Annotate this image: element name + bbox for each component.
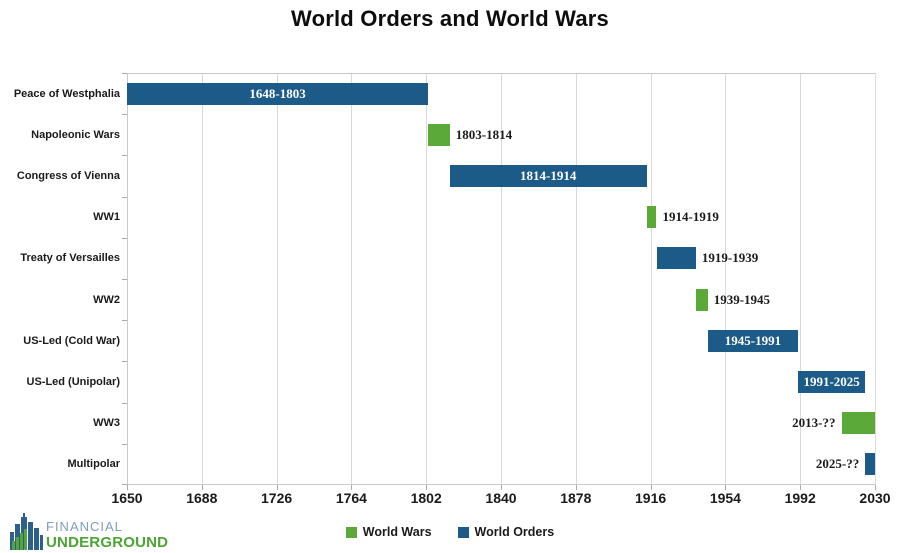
y-tick-mark bbox=[122, 237, 127, 239]
category-label-us-led-unipolar: US-Led (Unipolar) bbox=[26, 375, 121, 388]
category-label-treaty-of-versailles: Treaty of Versailles bbox=[20, 252, 120, 265]
legend-label: World Wars bbox=[362, 525, 432, 539]
y-tick-mark bbox=[122, 155, 127, 157]
legend: World Wars World Orders bbox=[0, 525, 900, 539]
logo-text-financial: FINANCIAL bbox=[46, 519, 123, 534]
chart-title: World Orders and World Wars bbox=[291, 6, 609, 31]
x-tick-label-1840: 1840 bbox=[485, 490, 517, 506]
bar-value-label: 2013-?? bbox=[792, 415, 836, 431]
category-label-multipolar: Multipolar bbox=[67, 458, 120, 471]
y-tick-mark bbox=[122, 196, 127, 198]
gridline-1878 bbox=[575, 73, 577, 485]
gridline-1726 bbox=[276, 73, 278, 485]
bar-value-label: 1939-1945 bbox=[713, 291, 771, 307]
x-tick-mark-1726 bbox=[276, 485, 278, 490]
category-label-congress-of-vienna: Congress of Vienna bbox=[16, 169, 120, 182]
x-tick-mark-1878 bbox=[575, 485, 577, 490]
bar-value-label: 1648-1803 bbox=[249, 85, 306, 101]
x-tick-label-1878: 1878 bbox=[560, 490, 592, 506]
x-tick-mark-1650 bbox=[127, 485, 128, 490]
legend-label: World Orders bbox=[474, 525, 555, 539]
y-tick-mark bbox=[122, 320, 127, 322]
legend-item-world-orders: World Orders bbox=[457, 525, 555, 539]
x-tick-label-1954: 1954 bbox=[709, 490, 741, 506]
legend-swatch-world-orders bbox=[457, 526, 469, 538]
bar-treaty-of-versailles bbox=[656, 247, 696, 270]
plot-border-bottom bbox=[127, 484, 875, 485]
y-tick-mark bbox=[122, 279, 127, 280]
x-tick-mark-1992 bbox=[800, 485, 802, 490]
x-tick-label-1992: 1992 bbox=[784, 490, 816, 506]
category-label-ww1: WW1 bbox=[93, 211, 120, 224]
bar-napoleonic-wars bbox=[428, 123, 450, 146]
bar-us-led-unipolar: 1991-2025 bbox=[798, 371, 866, 393]
category-label-peace-of-westphalia: Peace of Westphalia bbox=[13, 87, 120, 100]
gridline-1954 bbox=[725, 73, 727, 485]
bar-value-label: 1814-1914 bbox=[520, 168, 577, 183]
logo-text-underground: UNDERGROUND bbox=[46, 534, 169, 551]
bar-value-label: 2025-?? bbox=[815, 456, 860, 472]
x-tick-mark-2030 bbox=[875, 485, 876, 490]
bar-value-label: 1919-1939 bbox=[701, 250, 759, 266]
y-tick-mark bbox=[122, 73, 127, 74]
x-tick-label-1650: 1650 bbox=[111, 490, 143, 506]
x-tick-label-2030: 2030 bbox=[859, 490, 891, 506]
category-label-us-led-cold-war: US-Led (Cold War) bbox=[23, 334, 120, 347]
bar-congress-of-vienna: 1814-1914 bbox=[449, 165, 647, 187]
x-tick-label-1688: 1688 bbox=[186, 490, 218, 506]
x-axis: 1650 1688 1726 1764 1802 1840 1878 1916 1954 1992… bbox=[111, 485, 891, 507]
logo: FINANCIAL UNDERGROUND bbox=[10, 513, 168, 550]
gridline-1802 bbox=[426, 73, 428, 485]
x-tick-mark-1688 bbox=[201, 485, 203, 490]
plot-border-top bbox=[127, 73, 875, 74]
bar-value-label: 1803-1814 bbox=[455, 126, 513, 142]
category-axis: Peace of Westphalia Napoleonic Wars Congre… bbox=[0, 73, 120, 485]
bar-us-led-cold-war: 1945-1991 bbox=[707, 329, 799, 352]
bar-ww1 bbox=[646, 206, 657, 229]
y-tick-mark bbox=[122, 484, 127, 485]
x-tick-mark-1802 bbox=[426, 485, 428, 490]
bar-value-label: 1945-1991 bbox=[724, 332, 782, 348]
y-tick-mark bbox=[122, 114, 127, 116]
x-tick-label-1916: 1916 bbox=[635, 490, 667, 506]
bar-multipolar bbox=[865, 453, 875, 476]
x-tick-mark-1840 bbox=[501, 485, 502, 490]
category-label-ww2: WW2 bbox=[93, 293, 120, 306]
gridline-2030 bbox=[875, 73, 876, 485]
city-skyline-icon bbox=[10, 513, 43, 550]
gridline-1992 bbox=[800, 73, 802, 485]
category-label-napoleonic-wars: Napoleonic Wars bbox=[31, 128, 120, 141]
y-tick-mark bbox=[122, 402, 127, 404]
plot-border-left bbox=[127, 73, 128, 485]
bar-peace-of-westphalia: 1648-1803 bbox=[127, 82, 429, 105]
legend-item-world-wars: World Wars bbox=[345, 525, 432, 539]
x-tick-mark-1954 bbox=[725, 485, 727, 490]
legend-swatch-world-wars bbox=[345, 526, 357, 538]
gridline-1688 bbox=[201, 73, 203, 485]
bar-ww2 bbox=[695, 288, 708, 311]
gridline-1840 bbox=[501, 73, 502, 485]
bar-ww3 bbox=[841, 412, 875, 435]
gridline-1916 bbox=[650, 73, 652, 485]
bar-value-label: 1914-1919 bbox=[662, 209, 719, 225]
x-tick-label-1802: 1802 bbox=[410, 490, 442, 506]
x-tick-label-1726: 1726 bbox=[261, 490, 293, 506]
plot-area: 1648-1803 1803-1814 1814-1914 1914-1919 1919… bbox=[122, 73, 876, 485]
x-tick-mark-1764 bbox=[351, 485, 353, 490]
category-label-ww3: WW3 bbox=[93, 417, 120, 430]
y-tick-mark bbox=[122, 443, 127, 445]
y-tick-mark bbox=[122, 361, 127, 363]
x-tick-label-1764: 1764 bbox=[335, 490, 367, 506]
bar-value-label: 1991-2025 bbox=[803, 374, 860, 389]
x-tick-mark-1916 bbox=[650, 485, 652, 490]
gridline-1764 bbox=[351, 73, 353, 485]
